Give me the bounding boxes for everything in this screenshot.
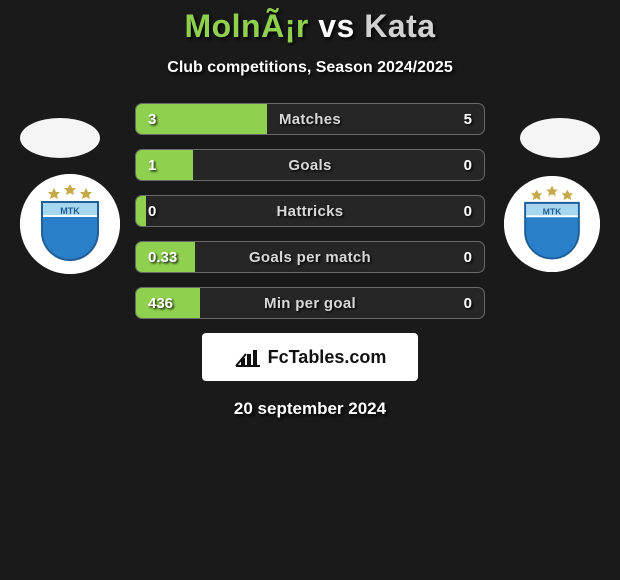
date-label: 20 september 2024 — [0, 399, 620, 419]
stat-value-right: 5 — [464, 104, 472, 134]
stat-row: 0.33Goals per match0 — [135, 241, 485, 273]
club-crest-icon: MTK — [20, 174, 120, 274]
player1-avatar — [20, 118, 100, 158]
stat-value-right: 0 — [464, 288, 472, 318]
svg-text:MTK: MTK — [60, 206, 80, 216]
subtitle: Club competitions, Season 2024/2025 — [0, 59, 620, 77]
player2-avatar — [520, 118, 600, 158]
player1-club-badge: MTK — [20, 174, 120, 274]
comparison-card: MolnÃ¡r vs Kata Club competitions, Seaso… — [0, 0, 620, 419]
stat-row: 1Goals0 — [135, 149, 485, 181]
player1-name: MolnÃ¡r — [184, 8, 308, 44]
svg-text:MTK: MTK — [543, 206, 562, 216]
bar-chart-icon — [234, 346, 262, 368]
brand-badge: FcTables.com — [202, 333, 418, 381]
stat-row: 0Hattricks0 — [135, 195, 485, 227]
brand-text: FcTables.com — [268, 347, 387, 368]
stats-table: 3Matches51Goals00Hattricks00.33Goals per… — [135, 103, 485, 319]
stat-label: Hattricks — [136, 196, 484, 226]
stat-value-right: 0 — [464, 242, 472, 272]
stat-value-right: 0 — [464, 196, 472, 226]
page-title: MolnÃ¡r vs Kata — [0, 8, 620, 45]
player2-club-badge: MTK — [504, 176, 600, 272]
stat-label: Matches — [136, 104, 484, 134]
stat-label: Goals — [136, 150, 484, 180]
vs-separator: vs — [318, 8, 355, 44]
club-crest-icon: MTK — [504, 176, 600, 272]
stat-label: Min per goal — [136, 288, 484, 318]
player2-name: Kata — [364, 8, 435, 44]
stat-label: Goals per match — [136, 242, 484, 272]
stat-row: 3Matches5 — [135, 103, 485, 135]
stat-row: 436Min per goal0 — [135, 287, 485, 319]
stat-value-right: 0 — [464, 150, 472, 180]
